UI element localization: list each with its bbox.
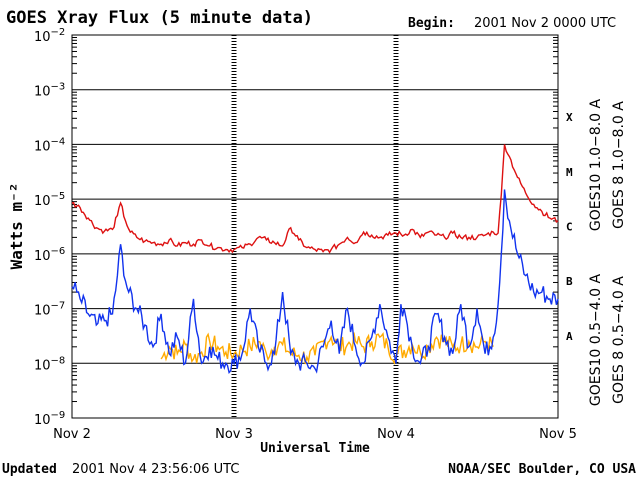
x-tick-label: Nov 2 <box>53 427 91 442</box>
x-tick-labels: Nov 2 Nov 3 Nov 4 Nov 5 <box>53 427 577 442</box>
y-tick-label: 10−7 <box>34 301 65 319</box>
begin-label: Begin: <box>408 16 455 31</box>
legend-goes8-short: GOES 8 0.5−4.0 A <box>611 276 627 404</box>
plot-frame <box>71 34 559 419</box>
y-minor-ticks <box>72 37 558 403</box>
x-tick-label: Nov 3 <box>215 427 253 442</box>
y-axis-label: Watts m⁻² <box>7 183 26 270</box>
series-layer <box>71 144 559 374</box>
series-line <box>71 144 559 254</box>
begin-value: 2001 Nov 2 0000 UTC <box>474 16 616 31</box>
legend-goes10-short: GOES10 0.5−4.0 A <box>588 274 604 407</box>
legend-goes10-long: GOES10 1.0−8.0 A <box>588 99 604 232</box>
y-tick-labels: 10−9 10−8 10−7 10−6 10−5 10−4 10−3 10−2 <box>34 27 65 428</box>
y-tick-label: 10−9 <box>34 410 65 428</box>
updated-label: Updated <box>2 462 57 477</box>
x-tick-label: Nov 4 <box>377 427 415 442</box>
y-tick-label: 10−6 <box>34 246 65 264</box>
y-tick-label: 10−4 <box>34 136 65 154</box>
flare-class-label: C <box>566 221 573 234</box>
series-line <box>71 189 559 374</box>
flare-class-label: B <box>566 275 573 288</box>
legend-goes8-long: GOES 8 1.0−8.0 A <box>611 101 627 229</box>
source-credit: NOAA/SEC Boulder, CO USA <box>448 462 636 477</box>
y-tick-label: 10−3 <box>34 82 65 100</box>
y-tick-label: 10−2 <box>34 27 65 45</box>
y-tick-label: 10−8 <box>34 355 65 373</box>
y-tick-label: 10−5 <box>34 191 65 209</box>
x-axis-label: Universal Time <box>260 441 370 456</box>
updated-value: 2001 Nov 4 23:56:06 UTC <box>72 462 239 477</box>
legend: GOES10 1.0−8.0 A GOES 8 1.0−8.0 A GOES10… <box>588 99 627 407</box>
flare-class-label: M <box>566 166 573 179</box>
day-dividers <box>231 35 399 418</box>
flare-class-labels: X M C B A <box>566 111 573 343</box>
flare-class-label: A <box>566 330 573 343</box>
chart-title: GOES Xray Flux (5 minute data) <box>6 8 313 28</box>
flare-class-label: X <box>566 111 573 124</box>
series-line <box>160 331 494 365</box>
x-tick-label: Nov 5 <box>539 427 577 442</box>
grid-lines <box>72 89 558 364</box>
